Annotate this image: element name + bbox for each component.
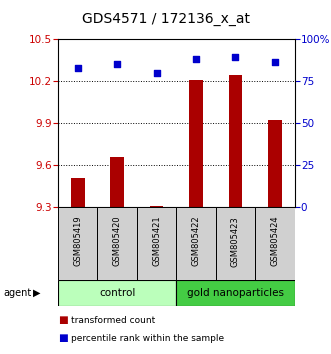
Text: GSM805421: GSM805421 (152, 216, 161, 267)
Point (193, 56, 199, 62)
Text: GSM805420: GSM805420 (113, 216, 121, 267)
Bar (110, 157, 124, 207)
Text: percentile rank within the sample: percentile rank within the sample (71, 333, 224, 343)
Text: GDS4571 / 172136_x_at: GDS4571 / 172136_x_at (81, 12, 250, 27)
Text: control: control (99, 288, 135, 298)
Bar (71, 178, 84, 207)
Bar (97, 207, 137, 280)
Bar (137, 207, 176, 280)
Bar (176, 207, 216, 280)
Point (115, 61, 120, 67)
Bar (268, 120, 282, 207)
Text: gold nanoparticles: gold nanoparticles (187, 288, 284, 298)
Text: GSM805423: GSM805423 (231, 216, 240, 267)
Text: ■: ■ (58, 315, 68, 325)
Text: GSM805422: GSM805422 (191, 216, 201, 267)
Bar (58, 207, 97, 280)
Bar (228, 75, 242, 207)
Text: GSM805424: GSM805424 (270, 216, 279, 267)
Point (272, 60, 277, 65)
Bar (58, 280, 176, 306)
Text: GSM805419: GSM805419 (73, 216, 82, 267)
Text: ▶: ▶ (33, 288, 41, 298)
Text: transformed count: transformed count (71, 316, 156, 325)
Bar (255, 207, 295, 280)
Point (233, 55, 238, 60)
Bar (189, 80, 203, 207)
Bar (216, 207, 255, 280)
Bar (176, 280, 295, 306)
Point (75, 65, 80, 70)
Text: ■: ■ (58, 333, 68, 343)
Text: agent: agent (3, 288, 31, 298)
Point (154, 70, 159, 75)
Bar (150, 206, 164, 207)
